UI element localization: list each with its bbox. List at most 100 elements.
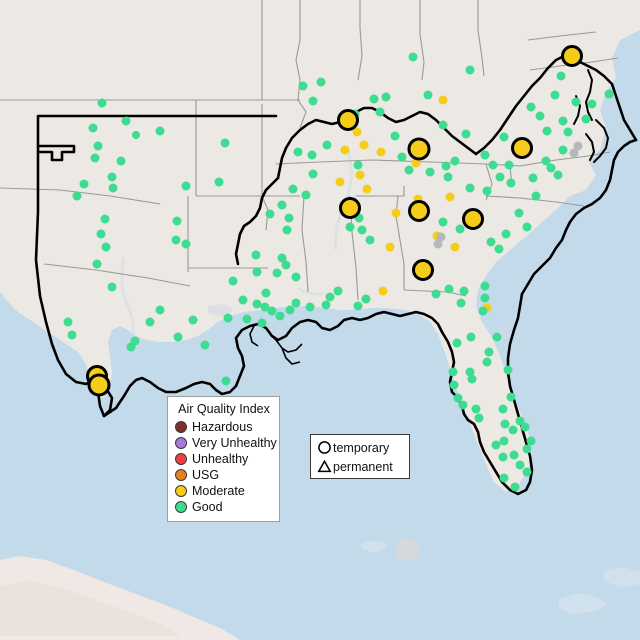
station-marker[interactable] [375, 107, 385, 117]
station-marker[interactable] [498, 452, 508, 462]
station-marker[interactable] [316, 77, 326, 87]
station-marker[interactable] [281, 260, 291, 270]
station-marker[interactable] [573, 141, 583, 151]
station-marker[interactable] [459, 286, 469, 296]
station-marker[interactable] [423, 90, 433, 100]
station-marker[interactable] [352, 127, 362, 137]
station-marker[interactable] [251, 250, 261, 260]
station-marker[interactable] [467, 374, 477, 384]
station-marker[interactable] [301, 190, 311, 200]
station-marker[interactable] [587, 99, 597, 109]
station-marker[interactable] [515, 460, 525, 470]
station-marker[interactable] [291, 298, 301, 308]
station-marker[interactable] [132, 131, 140, 139]
station-marker[interactable] [450, 242, 460, 252]
station-marker[interactable] [79, 179, 89, 189]
station-marker[interactable] [425, 167, 435, 177]
aqi-legend-item-unhealthy[interactable]: Unhealthy [175, 451, 273, 467]
station-marker[interactable] [88, 123, 98, 133]
station-marker[interactable] [291, 272, 301, 282]
station-marker[interactable] [277, 253, 287, 263]
station-marker[interactable] [277, 200, 287, 210]
station-marker[interactable] [486, 237, 496, 247]
station-marker[interactable] [522, 222, 532, 232]
station-marker[interactable] [482, 357, 492, 367]
station-marker[interactable] [526, 436, 536, 446]
station-marker[interactable] [72, 191, 82, 201]
station-marker[interactable] [480, 150, 490, 160]
station-marker[interactable] [436, 232, 446, 242]
station-marker[interactable] [450, 156, 460, 166]
station-marker[interactable] [461, 129, 471, 139]
station-marker[interactable] [339, 197, 361, 219]
station-marker[interactable] [221, 376, 231, 386]
station-marker[interactable] [257, 318, 267, 328]
station-marker[interactable] [220, 138, 230, 148]
station-marker[interactable] [97, 98, 107, 108]
aqi-legend-item-usg[interactable]: USG [175, 467, 273, 483]
station-marker[interactable] [449, 380, 459, 390]
station-marker[interactable] [438, 217, 448, 227]
station-marker[interactable] [499, 436, 509, 446]
station-marker[interactable] [96, 229, 106, 239]
station-marker[interactable] [510, 482, 520, 492]
station-marker[interactable] [546, 163, 556, 173]
station-marker[interactable] [261, 288, 271, 298]
station-marker[interactable] [452, 338, 462, 348]
station-marker[interactable] [369, 94, 379, 104]
station-marker[interactable] [495, 172, 505, 182]
station-marker[interactable] [504, 160, 514, 170]
station-marker[interactable] [354, 213, 364, 223]
station-marker[interactable] [340, 145, 350, 155]
station-marker[interactable] [465, 367, 475, 377]
station-marker[interactable] [531, 191, 541, 201]
station-marker[interactable] [514, 208, 524, 218]
station-marker[interactable] [308, 96, 318, 106]
station-marker[interactable] [335, 177, 345, 187]
station-marker[interactable] [107, 172, 117, 182]
station-marker[interactable] [556, 71, 566, 81]
station-marker[interactable] [509, 450, 519, 460]
station-marker[interactable] [376, 147, 386, 157]
station-marker[interactable] [67, 330, 77, 340]
station-marker[interactable] [321, 300, 331, 310]
station-marker[interactable] [200, 340, 210, 350]
station-marker[interactable] [223, 313, 233, 323]
station-marker[interactable] [466, 332, 476, 342]
station-marker[interactable] [181, 181, 191, 191]
station-marker[interactable] [361, 294, 371, 304]
station-marker[interactable] [322, 140, 332, 150]
station-marker[interactable] [100, 214, 110, 224]
station-marker[interactable] [242, 314, 252, 324]
station-marker[interactable] [488, 160, 498, 170]
station-marker[interactable] [188, 315, 198, 325]
station-marker[interactable] [116, 156, 126, 166]
station-marker[interactable] [173, 332, 183, 342]
station-marker[interactable] [155, 305, 165, 315]
station-marker[interactable] [508, 425, 518, 435]
station-marker[interactable] [353, 301, 363, 311]
station-marker[interactable] [408, 200, 430, 222]
station-marker[interactable] [365, 235, 375, 245]
station-marker[interactable] [305, 302, 315, 312]
station-marker[interactable] [604, 89, 614, 99]
station-marker[interactable] [528, 173, 538, 183]
station-marker[interactable] [333, 286, 343, 296]
station-marker[interactable] [500, 419, 510, 429]
station-marker[interactable] [90, 153, 100, 163]
station-marker[interactable] [252, 299, 262, 309]
aqi-legend-item-veryunhealthy[interactable]: Very Unhealthy [175, 435, 277, 451]
station-marker[interactable] [93, 141, 103, 151]
station-marker[interactable] [465, 65, 475, 75]
station-marker[interactable] [499, 473, 509, 483]
station-marker[interactable] [385, 242, 395, 252]
station-marker[interactable] [228, 276, 238, 286]
station-marker[interactable] [462, 208, 484, 230]
station-marker[interactable] [252, 267, 262, 277]
station-marker[interactable] [345, 222, 355, 232]
station-marker[interactable] [288, 184, 298, 194]
station-marker[interactable] [285, 305, 295, 315]
station-marker[interactable] [391, 208, 401, 218]
station-marker[interactable] [438, 120, 448, 130]
station-marker[interactable] [494, 244, 504, 254]
